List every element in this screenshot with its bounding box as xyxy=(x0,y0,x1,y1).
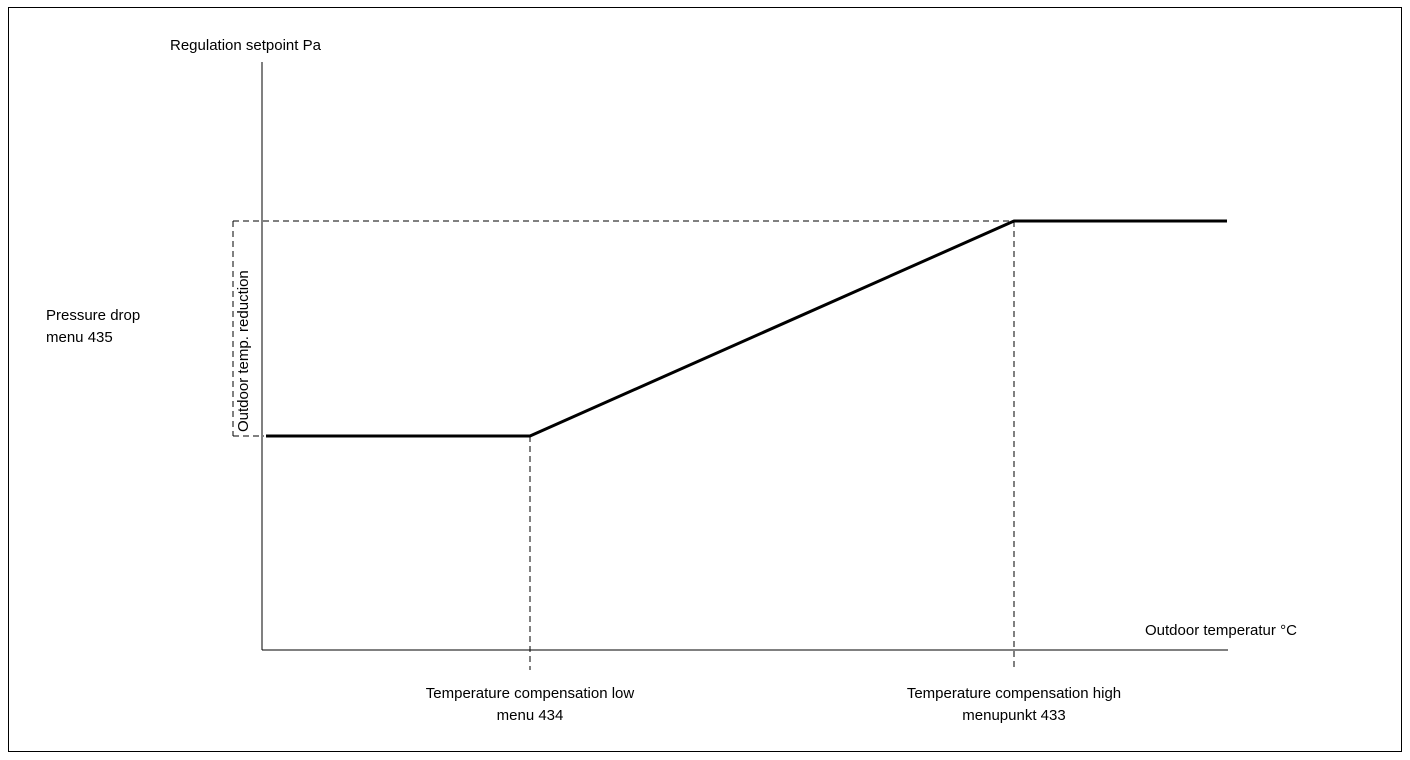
comp-high-line2: menupunkt 433 xyxy=(962,707,1066,724)
pressure-drop-line1: Pressure drop xyxy=(46,307,141,324)
comp-low-line2: menu 434 xyxy=(496,707,564,724)
comp-low-line1: Temperature compensation low xyxy=(425,685,635,702)
pressure-drop-line2: menu 435 xyxy=(46,329,113,346)
reduction-label: Outdoor temp. reduction xyxy=(235,270,252,432)
setpoint-curve xyxy=(266,219,1227,438)
comp-low-label: Temperature compensation low menu 434 xyxy=(380,683,680,727)
x-axis-title: Outdoor temperatur °C xyxy=(1145,622,1297,639)
pressure-drop-label: Pressure drop menu 435 xyxy=(46,305,140,349)
diagram-frame xyxy=(8,7,1402,752)
comp-high-label: Temperature compensation high menupunkt … xyxy=(864,683,1164,727)
comp-high-line1: Temperature compensation high xyxy=(906,685,1122,702)
y-axis-title: Regulation setpoint Pa xyxy=(170,37,321,54)
